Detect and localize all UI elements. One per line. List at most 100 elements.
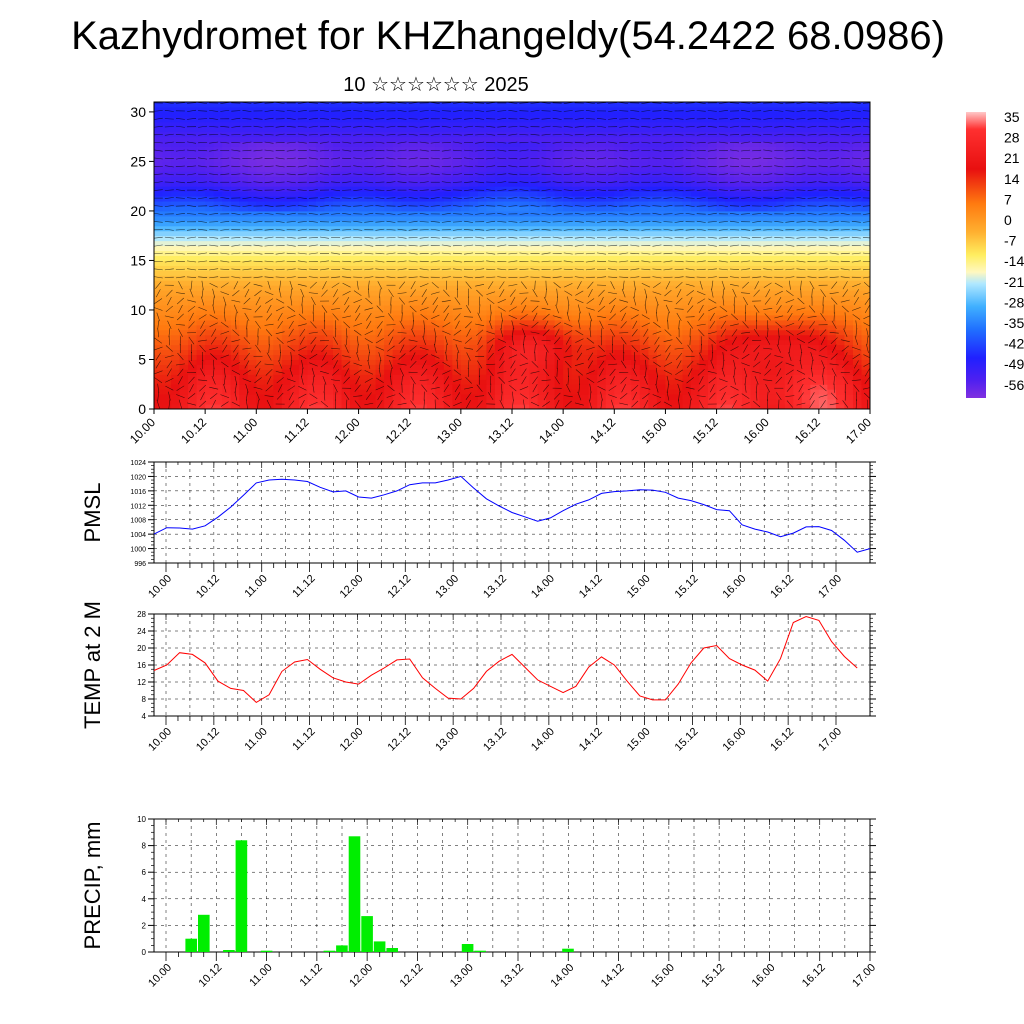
temperature-cell <box>801 369 811 375</box>
temperature-cell <box>733 359 743 365</box>
temperature-cell <box>350 131 360 138</box>
temperature-cell <box>767 265 777 271</box>
temperature-cell <box>665 166 675 172</box>
temperature-cell <box>315 334 325 341</box>
temperature-cell <box>554 275 564 281</box>
temperature-cell <box>392 102 402 108</box>
temperature-cell <box>614 260 624 266</box>
temperature-cell <box>512 379 522 385</box>
temperature-cell <box>673 111 683 118</box>
temperature-cell <box>324 329 334 336</box>
temperature-cell <box>733 215 743 222</box>
temperature-cell <box>154 230 164 237</box>
temperature-cell <box>801 245 811 252</box>
temperature-cell <box>699 201 709 207</box>
temperature-cell <box>350 111 360 118</box>
temperature-cell <box>673 215 683 222</box>
temperature-cell <box>784 235 794 242</box>
temperature-cell <box>281 136 291 143</box>
temperature-cell <box>273 305 283 311</box>
temperature-cell <box>460 275 470 281</box>
temperature-cell <box>333 116 343 123</box>
temperature-cell <box>418 116 428 123</box>
temperature-cell <box>443 181 453 187</box>
temperature-cell <box>315 201 325 207</box>
temperature-cell <box>435 389 445 395</box>
temperature-cell <box>708 191 718 197</box>
temperature-cell <box>162 300 172 306</box>
temperature-cell <box>205 136 215 143</box>
temperature-cell <box>333 369 343 375</box>
temperature-cell <box>563 319 573 326</box>
temperature-cell <box>784 359 794 365</box>
temperature-cell <box>350 205 360 212</box>
temperature-cell <box>333 245 343 252</box>
temperature-cell <box>665 270 675 276</box>
temperature-cell <box>460 354 470 360</box>
temperature-cell <box>315 141 325 148</box>
temperature-cell <box>315 245 325 252</box>
temperature-cell <box>367 166 377 172</box>
temperature-cell <box>759 295 769 301</box>
temperature-cell <box>605 295 615 301</box>
temperature-cell <box>725 275 735 281</box>
temperature-cell <box>529 359 539 365</box>
temperature-cell <box>759 161 769 167</box>
temperature-cell <box>298 300 308 306</box>
temperature-cell <box>784 270 794 276</box>
temperature-cell <box>793 305 803 311</box>
temperature-cell <box>222 235 232 242</box>
temperature-cell <box>622 205 632 212</box>
temperature-cell <box>222 384 232 390</box>
temperature-cell <box>597 245 607 252</box>
temperature-cell <box>384 121 394 128</box>
temperature-cell <box>418 369 428 375</box>
temperature-cell <box>162 309 172 316</box>
temperature-cell <box>290 270 300 276</box>
temperature-cell <box>725 126 735 133</box>
temperature-cell <box>733 106 743 113</box>
temperature-cell <box>512 121 522 128</box>
temperature-cell <box>793 319 803 326</box>
temperature-cell <box>776 270 786 276</box>
temperature-cell <box>588 265 598 271</box>
temperature-cell <box>699 181 709 187</box>
temperature-cell <box>801 106 811 113</box>
temperature-cell <box>503 210 513 217</box>
temperature-cell <box>350 102 360 108</box>
temperature-cell <box>656 156 666 162</box>
temperature-cell <box>171 285 181 291</box>
temperature-cell <box>256 305 266 311</box>
temperature-cell <box>264 215 274 222</box>
temperature-cell <box>554 171 564 177</box>
temperature-cell <box>247 161 257 167</box>
temperature-cell <box>205 309 215 316</box>
temperature-cell <box>597 384 607 390</box>
temperature-cell <box>341 220 351 227</box>
temperature-cell <box>375 369 385 375</box>
temperature-cell <box>631 171 641 177</box>
temperature-cell <box>827 111 837 118</box>
temperature-cell <box>793 265 803 271</box>
temperature-cell <box>477 404 487 409</box>
temperature-cell <box>205 290 215 296</box>
temperature-cell <box>529 240 539 247</box>
temperature-cell <box>171 399 181 405</box>
temperature-cell <box>358 329 368 336</box>
temperature-cell <box>486 240 496 247</box>
temperature-cell <box>503 240 513 247</box>
temperature-cell <box>384 339 394 346</box>
temperature-cell <box>188 106 198 113</box>
temperature-cell <box>716 319 726 326</box>
temperature-cell <box>597 166 607 172</box>
temperature-cell <box>298 394 308 400</box>
temperature-cell <box>716 181 726 187</box>
temperature-cell <box>409 329 419 336</box>
temperature-cell <box>554 394 564 400</box>
temperature-cell <box>750 394 760 400</box>
temperature-cell <box>188 156 198 162</box>
temperature-cell <box>205 389 215 395</box>
temperature-cell <box>435 369 445 375</box>
temperature-cell <box>827 344 837 351</box>
temperature-cell <box>418 319 428 326</box>
